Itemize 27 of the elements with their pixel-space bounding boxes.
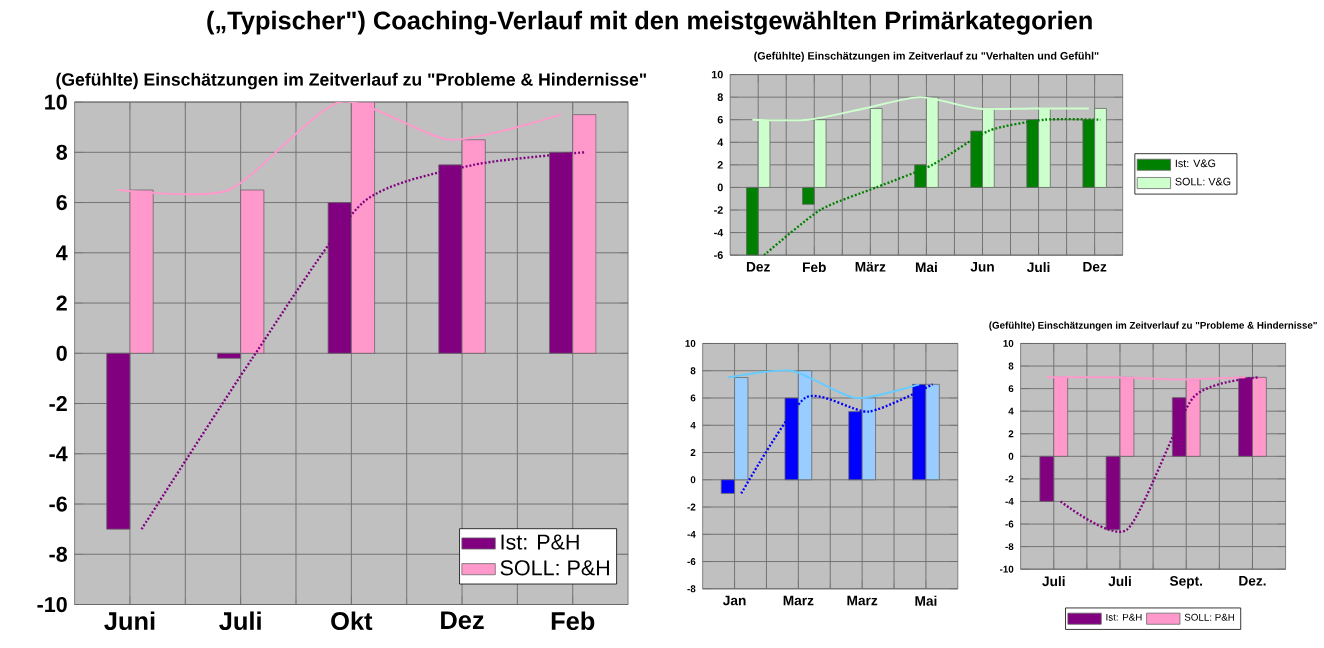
y-tick-label: 2 [56, 295, 67, 311]
y-tick-label: 6 [56, 195, 67, 211]
line-series [726, 369, 921, 400]
y-tick-label: -4 [49, 446, 68, 462]
legend-label: SOLL: P&H [500, 560, 609, 576]
x-tick-label: Okt [331, 611, 373, 631]
chart-title: (Gefühlte) Einschätzungen im Zeitverlauf zu "Probleme & Hindernisse" [56, 72, 646, 90]
legend-label: Ist: P&H [501, 534, 579, 550]
x-tick-label: Dez [441, 611, 484, 630]
y-tick-label: -10 [37, 597, 67, 613]
y-tick-label: -8 [49, 546, 68, 563]
y-tick-label: 0 [56, 345, 67, 362]
bar [572, 114, 597, 354]
line-series [740, 383, 934, 495]
x-tick-label: Juni [104, 611, 155, 631]
y-tick-label: 8 [56, 144, 68, 161]
line-series [762, 118, 1102, 256]
y-tick-label: 4 [56, 245, 68, 261]
y-tick-label: 10 [45, 94, 67, 110]
x-tick-label: Juli [219, 611, 261, 631]
line-series [140, 151, 586, 531]
line-series [1059, 376, 1261, 533]
text: („Typischer") Coaching-Verlauf mit den meistgewählten Primärkategorien [207, 10, 1092, 35]
y-tick-label: -6 [49, 496, 67, 512]
bar [240, 189, 265, 354]
x-tick-label: Feb [551, 611, 595, 631]
y-tick-label: -2 [49, 396, 67, 412]
